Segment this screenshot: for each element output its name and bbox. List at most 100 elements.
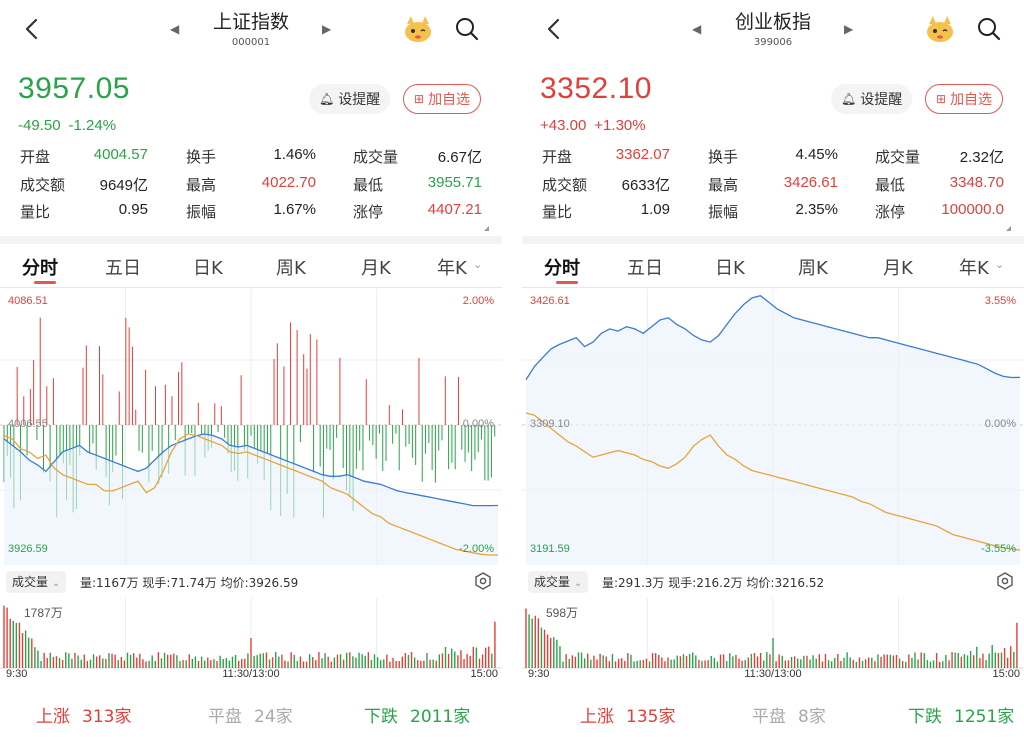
intraday-chart[interactable]: 3426.61 3.55% 3309.10 0.00% 3191.59 -3.55% bbox=[522, 289, 1024, 565]
volume-chart[interactable]: 598万 bbox=[522, 598, 1024, 682]
tab-4[interactable]: 月K bbox=[361, 258, 391, 279]
period-tabs: 分时 五日 日K 周K 月K 年K ⌄ bbox=[522, 248, 1024, 288]
stat-value: 4407.21 bbox=[427, 201, 482, 218]
axis-label-top-left: 3426.61 bbox=[530, 295, 570, 307]
expand-corner-icon[interactable] bbox=[484, 226, 489, 231]
next-index-icon[interactable]: ▶ bbox=[322, 22, 332, 36]
tab-1[interactable]: 五日 bbox=[627, 258, 663, 279]
search-icon[interactable] bbox=[976, 16, 1002, 42]
set-alert-label: 设提醒 bbox=[338, 92, 381, 108]
time-label: 9:30 bbox=[6, 668, 28, 680]
intraday-svg bbox=[0, 289, 502, 565]
volume-selector[interactable]: 成交量 ⌄ bbox=[528, 571, 589, 593]
breadth-up-label: 上涨 bbox=[580, 707, 614, 727]
panel-sh-index: ◀ 上证指数 000001 ▶ 3957.05 -49.50 -1.24% 🔔︎ 设… bbox=[0, 0, 502, 737]
settings-gear-icon[interactable] bbox=[996, 572, 1014, 590]
tab-3[interactable]: 周K bbox=[798, 258, 828, 279]
axis-label-bottom-left: 3191.59 bbox=[530, 543, 570, 555]
volume-selector[interactable]: 成交量 ⌄ bbox=[6, 571, 67, 593]
stat-value: 9649亿 bbox=[99, 176, 148, 194]
tab-2[interactable]: 日K bbox=[715, 258, 745, 279]
stat-label: 振幅 bbox=[708, 203, 739, 221]
axis-label-mid-left: 4006.55 bbox=[8, 418, 48, 430]
section-divider bbox=[0, 236, 502, 244]
time-label: 9:30 bbox=[528, 668, 550, 680]
avg-line bbox=[525, 412, 1021, 551]
volume-chart[interactable]: 1787万 bbox=[0, 598, 502, 682]
breadth-footer: 上涨 313家 平盘 24家 下跌 2011家 bbox=[0, 698, 502, 730]
stat-label: 成交量 bbox=[353, 148, 399, 166]
volume-toolbar: 成交量 ⌄ 量:1167万 现手:71.74万 均价:3926.59 bbox=[0, 568, 502, 596]
stat-label: 量比 bbox=[542, 203, 573, 221]
search-icon[interactable] bbox=[454, 16, 480, 42]
add-watchlist-button[interactable]: ⊞ 加自选 bbox=[925, 84, 1004, 114]
bell-icon: 🔔︎ bbox=[841, 92, 857, 106]
back-arrow-icon[interactable] bbox=[20, 14, 44, 44]
stat-label: 最低 bbox=[353, 175, 384, 194]
stats-row: 开盘 3362.07 换手 4.45% 成交量 2.32亿 bbox=[542, 146, 1004, 174]
set-alert-button[interactable]: 🔔︎ 设提醒 bbox=[831, 84, 913, 114]
tabs-divider bbox=[522, 287, 1024, 288]
axis-label-bottom-right: -3.55% bbox=[981, 543, 1016, 555]
expand-corner-icon[interactable] bbox=[1006, 226, 1011, 231]
breadth-up-label: 上涨 bbox=[36, 707, 70, 727]
stat-label: 成交量 bbox=[875, 148, 921, 166]
breadth-down-count: 1251家 bbox=[954, 707, 1015, 727]
intraday-svg bbox=[522, 289, 1024, 565]
stat-value: 2.35% bbox=[795, 201, 838, 218]
tab-3[interactable]: 周K bbox=[276, 258, 306, 279]
change-percent: +1.30% bbox=[594, 117, 646, 134]
stat-value: 0.95 bbox=[118, 201, 148, 218]
tab-2[interactable]: 日K bbox=[193, 258, 223, 279]
active-tab-indicator bbox=[556, 281, 578, 284]
set-alert-button[interactable]: 🔔︎ 设提醒 bbox=[309, 84, 391, 114]
time-label: 15:00 bbox=[992, 668, 1020, 680]
back-arrow-icon[interactable] bbox=[542, 14, 566, 44]
stat-label: 成交额 bbox=[20, 175, 66, 194]
breadth-down-label: 下跌 bbox=[364, 707, 398, 727]
chevron-down-icon: ⌄ bbox=[995, 258, 1005, 271]
breadth-flat-count: 24家 bbox=[254, 707, 293, 727]
add-watchlist-label: 加自选 bbox=[428, 92, 471, 108]
stats-row: 量比 1.09 振幅 2.35% 涨停 100000.0 bbox=[542, 201, 1004, 229]
axis-label-mid-right: 0.00% bbox=[984, 418, 1016, 430]
add-watchlist-label: 加自选 bbox=[950, 92, 993, 108]
volume-max-label: 1787万 bbox=[24, 606, 63, 620]
stat-label: 换手 bbox=[186, 148, 217, 166]
tab-1[interactable]: 五日 bbox=[105, 258, 141, 279]
chevron-down-icon: ⌄ bbox=[573, 578, 583, 589]
prev-index-icon[interactable]: ◀ bbox=[170, 22, 180, 36]
plus-square-icon: ⊞ bbox=[936, 92, 947, 106]
price-change: -49.50 -1.24% bbox=[18, 117, 124, 134]
tab-5[interactable]: 年K bbox=[959, 258, 989, 279]
avg-line bbox=[3, 433, 498, 556]
prev-index-icon[interactable]: ◀ bbox=[692, 22, 702, 36]
current-price: 3352.10 bbox=[540, 72, 652, 105]
next-index-icon[interactable]: ▶ bbox=[844, 22, 854, 36]
axis-label-mid-left: 3309.10 bbox=[530, 418, 570, 430]
volume-toolbar: 成交量 ⌄ 量:291.3万 现手:216.2万 均价:3216.52 bbox=[522, 568, 1024, 596]
active-tab-indicator bbox=[34, 281, 56, 284]
stat-value: 3955.71 bbox=[427, 173, 482, 191]
axis-label-bottom-right: -2.00% bbox=[459, 543, 494, 555]
add-watchlist-button[interactable]: ⊞ 加自选 bbox=[403, 84, 482, 114]
stat-label: 成交额 bbox=[542, 175, 588, 194]
mascot-icon[interactable] bbox=[924, 14, 956, 44]
tab-5[interactable]: 年K bbox=[437, 258, 467, 279]
tab-4[interactable]: 月K bbox=[883, 258, 913, 279]
intraday-chart[interactable]: 4086.51 2.00% 4006.55 0.00% 3926.59 -2.00% bbox=[0, 289, 502, 565]
settings-gear-icon[interactable] bbox=[474, 572, 492, 590]
stats-row: 开盘 4004.57 换手 1.46% 成交量 6.67亿 bbox=[20, 146, 482, 174]
tab-0[interactable]: 分时 bbox=[544, 258, 580, 279]
stats-grid: 开盘 4004.57 换手 1.46% 成交量 6.67亿 成交额 9649亿 最高 4022.7… bbox=[20, 146, 482, 229]
mascot-icon[interactable] bbox=[402, 14, 434, 44]
change-value: +43.00 bbox=[540, 117, 587, 134]
header: ◀ 上证指数 000001 ▶ bbox=[0, 0, 502, 62]
stat-value: 100000.0 bbox=[941, 201, 1004, 218]
axis-label-mid-right: 0.00% bbox=[462, 418, 494, 430]
breadth-footer: 上涨 135家 平盘 8家 下跌 1251家 bbox=[522, 698, 1024, 730]
stats-row: 成交额 6633亿 最高 3426.61 最低 3348.70 bbox=[542, 174, 1004, 202]
tab-0[interactable]: 分时 bbox=[22, 258, 58, 279]
index-code: 399006 bbox=[753, 37, 793, 48]
header: ◀ 创业板指 399006 ▶ bbox=[522, 0, 1024, 62]
